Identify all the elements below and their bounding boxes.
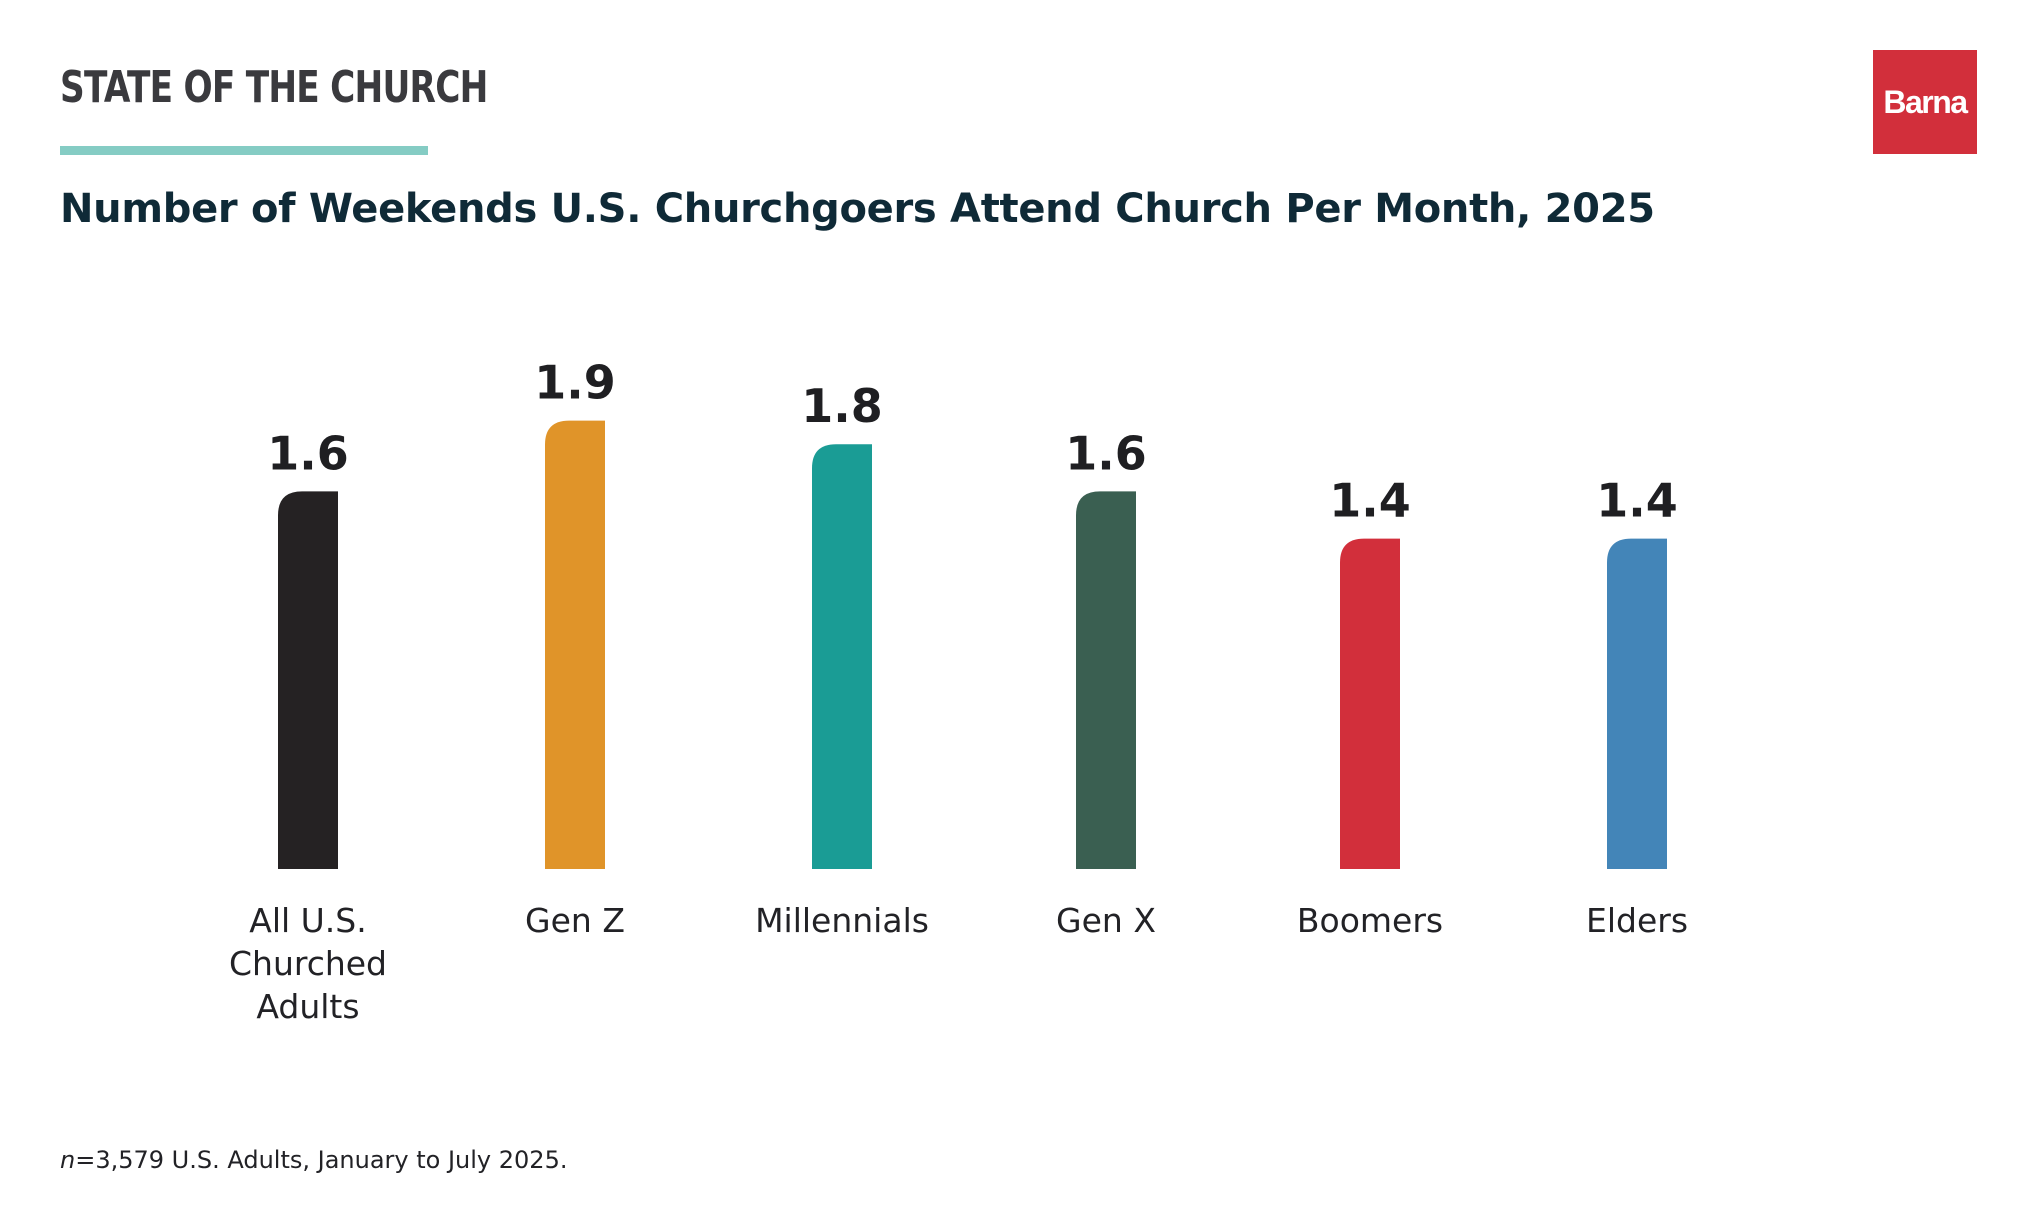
brand-title: STATE OF THE CHURCH <box>60 62 488 113</box>
category-label-all-adults: All U.S. Churched Adults <box>229 901 387 1026</box>
footnote-n: n <box>60 1146 76 1174</box>
bar-elders <box>1607 538 1667 869</box>
category-label-gen-x: Gen X <box>1056 901 1156 940</box>
footnote-text: =3,579 U.S. Adults, January to July 2025… <box>75 1146 568 1174</box>
chart-title: Number of Weekends U.S. Churchgoers Atte… <box>60 186 1655 232</box>
category-label-gen-z: Gen Z <box>525 901 625 940</box>
value-label-boomers: 1.4 <box>1329 474 1411 528</box>
value-label-gen-x: 1.6 <box>1065 426 1147 480</box>
value-label-all-adults: 1.6 <box>267 426 349 480</box>
bar-millennials <box>812 444 872 869</box>
barna-logo: Barna <box>1873 50 1977 154</box>
bar-all-adults <box>278 491 338 869</box>
category-label-elders: Elders <box>1586 901 1688 940</box>
bar-boomers <box>1340 538 1400 869</box>
value-label-gen-z: 1.9 <box>534 356 616 410</box>
brand-underline <box>60 146 428 155</box>
bar-gen-z <box>545 420 605 869</box>
bar-gen-x <box>1076 491 1136 869</box>
category-label-boomers: Boomers <box>1297 901 1443 940</box>
footnote: n=3,579 U.S. Adults, January to July 202… <box>60 1146 567 1174</box>
value-label-elders: 1.4 <box>1596 474 1678 528</box>
value-label-millennials: 1.8 <box>801 379 883 433</box>
category-label-millennials: Millennials <box>755 901 929 940</box>
